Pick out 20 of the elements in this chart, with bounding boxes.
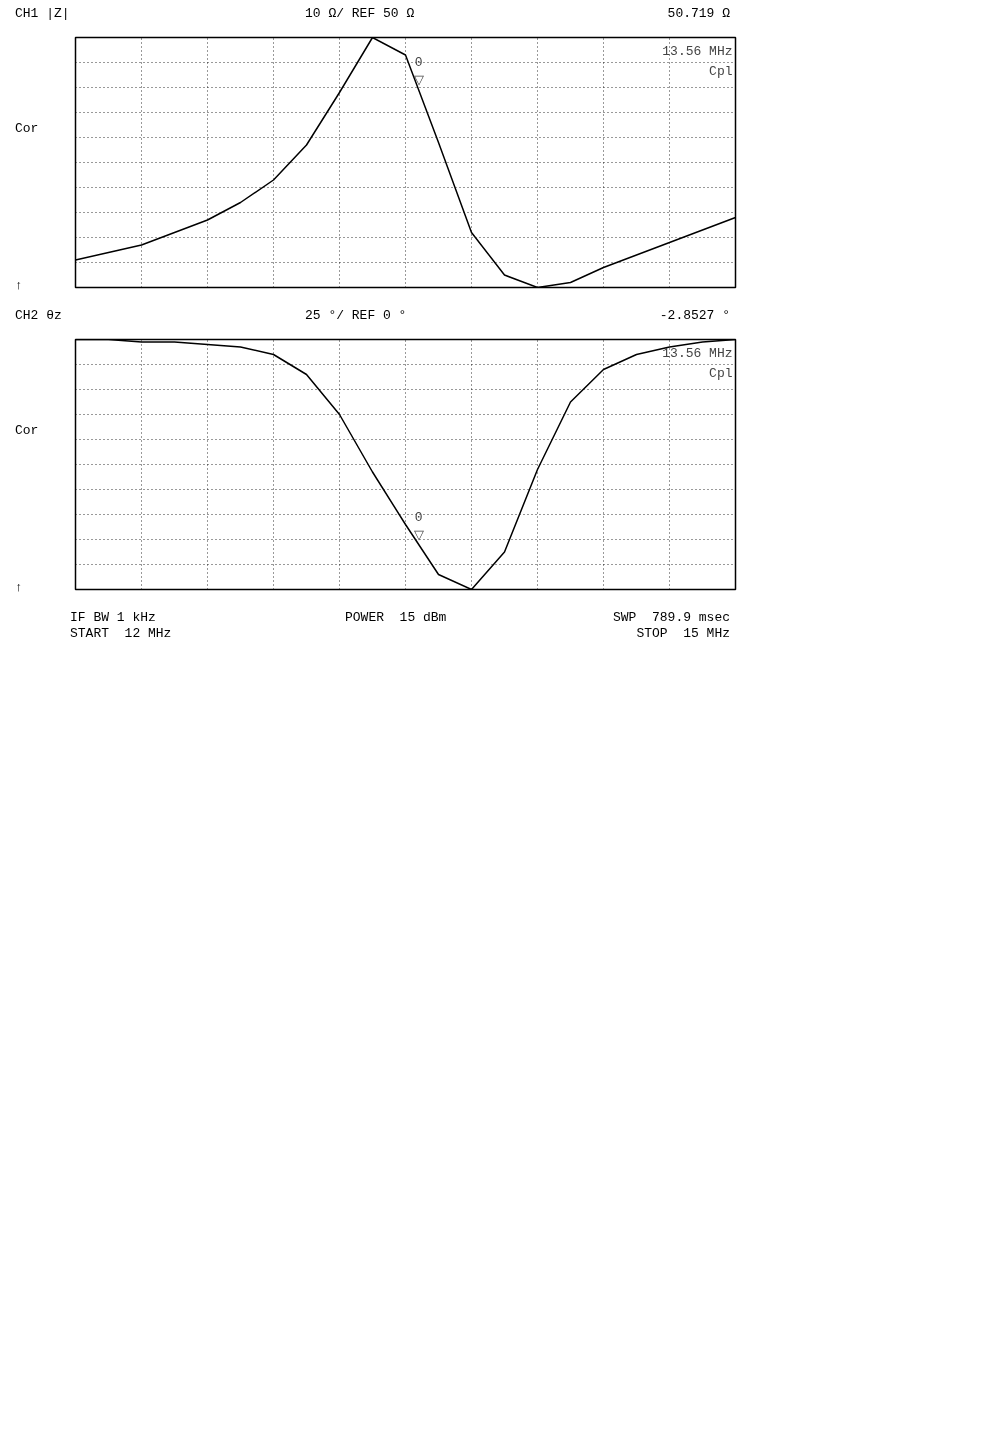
text: Cor [15,120,39,138]
text: ↑ [15,579,23,597]
text: SWP 789.9 msec [612,609,730,627]
annotation: 13.56 MHz [662,43,733,59]
chart-title: CH1 |Z| [15,5,70,23]
annotation: Cpl [709,63,733,79]
chart-title: CH2 θz [15,307,62,325]
text: STOP 15 MHz [636,625,730,643]
text: POWER 15 dBm [345,609,447,627]
text: IF BW 1 kHz [70,609,156,627]
chart-subtitle: 10 Ω/ REF 50 Ω [305,5,415,23]
annotation: 13.56 MHz [662,345,733,361]
text: ↑ [15,277,23,295]
annotation: Cpl [709,365,733,381]
annotation: 0 ▽ [413,509,424,543]
text: START 12 MHz [70,625,172,643]
text: -2.8527 ° [659,307,730,325]
text: 50.719 Ω [667,5,730,23]
chart-subtitle: 25 °/ REF 0 ° [305,307,407,325]
text: Cor [15,422,39,440]
